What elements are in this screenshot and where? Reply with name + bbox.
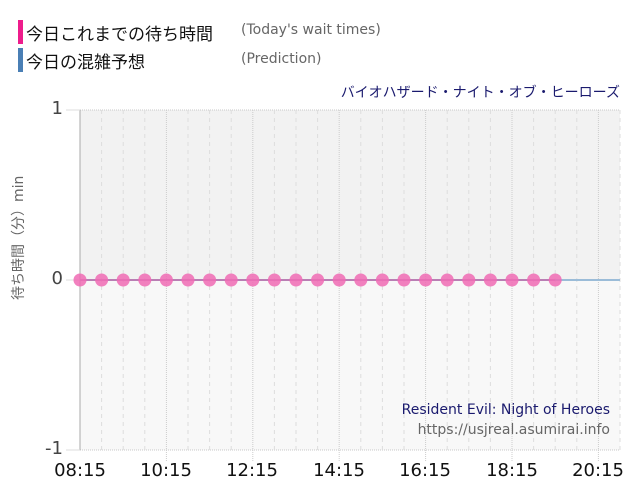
data-point xyxy=(246,273,260,287)
legend-swatch-blue xyxy=(18,48,23,72)
data-point xyxy=(203,273,217,287)
legend-label-jp: 今日これまでの待ち時間 xyxy=(26,24,213,45)
y-tick-label: 0 xyxy=(51,268,63,289)
data-point xyxy=(224,273,238,287)
plot-area-lower xyxy=(80,280,620,450)
data-point xyxy=(397,273,411,287)
attraction-title-jp: バイオハザード・ナイト・オブ・ヒーローズ xyxy=(340,85,620,101)
legend-label-en: (Prediction) xyxy=(241,51,322,67)
data-point xyxy=(462,273,476,287)
data-point xyxy=(354,273,368,287)
actual-data-points xyxy=(73,273,562,287)
data-point xyxy=(289,273,303,287)
legend-label-en: (Today's wait times) xyxy=(241,22,381,38)
y-tick-label: -1 xyxy=(45,438,63,459)
data-point xyxy=(95,273,109,287)
data-point xyxy=(159,273,173,287)
x-tick-label: 08:15 xyxy=(54,460,106,481)
data-point xyxy=(311,273,325,287)
legend-item-actual: 今日これまでの待ち時間 xyxy=(18,20,213,45)
plot-area-upper xyxy=(80,110,620,280)
data-point xyxy=(527,273,541,287)
data-point xyxy=(483,273,497,287)
site-url: https://usjreal.asumirai.info xyxy=(417,422,610,438)
data-point xyxy=(375,273,389,287)
x-tick-label: 16:15 xyxy=(399,460,451,481)
x-tick-label: 14:15 xyxy=(313,460,365,481)
y-tick-label: 1 xyxy=(51,98,63,119)
data-point xyxy=(73,273,87,287)
data-point xyxy=(332,273,346,287)
legend-swatch-pink xyxy=(18,20,23,44)
x-tick-label: 10:15 xyxy=(140,460,192,481)
data-point xyxy=(440,273,454,287)
data-point xyxy=(181,273,195,287)
legend-label-jp: 今日の混雑予想 xyxy=(26,52,145,73)
data-point xyxy=(138,273,152,287)
attraction-title-en: Resident Evil: Night of Heroes xyxy=(401,402,610,418)
legend-item-prediction: 今日の混雑予想 xyxy=(18,48,145,73)
data-point xyxy=(116,273,130,287)
y-axis-label: 待ち時間（分）min xyxy=(11,175,27,300)
x-tick-label: 20:15 xyxy=(572,460,624,481)
x-tick-label: 18:15 xyxy=(486,460,538,481)
data-point xyxy=(267,273,281,287)
data-point xyxy=(419,273,433,287)
data-point xyxy=(548,273,562,287)
data-point xyxy=(505,273,519,287)
x-tick-label: 12:15 xyxy=(226,460,278,481)
